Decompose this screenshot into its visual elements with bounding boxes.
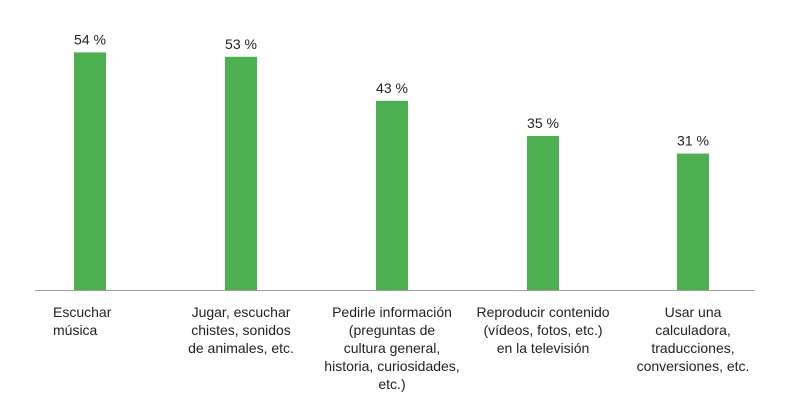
category-label-3: Pedirle información (preguntas de cultura … — [317, 303, 467, 393]
category-label-line: Jugar, escuchar — [191, 304, 291, 320]
category-label-line: Pedirle información — [332, 304, 452, 320]
bar-4 — [527, 136, 559, 290]
category-label-5: Usar una calculadora, traducciones, convers… — [618, 303, 768, 375]
value-label-2: 53 % — [225, 36, 257, 52]
category-label-line: Usar una — [664, 304, 722, 320]
category-label-line: Escuchar — [53, 304, 112, 320]
category-label-line: conversiones, etc. — [636, 358, 750, 374]
category-label-4: Reproducir contenido (vídeos, fotos, etc.… — [468, 303, 618, 357]
category-label-line: Reproducir contenido — [476, 304, 610, 320]
value-label-3: 43 % — [376, 80, 408, 96]
category-label-line: calculadora, — [655, 322, 731, 338]
category-label-line: historia, curiosidades, — [324, 358, 460, 374]
category-label-1: Escuchar música — [53, 303, 203, 339]
bar-5 — [677, 153, 709, 290]
category-label-line: en la televisión — [496, 340, 590, 356]
bar-3 — [376, 100, 408, 290]
bar-2 — [225, 56, 257, 290]
value-label-1: 54 % — [74, 31, 106, 47]
category-label-line: traducciones, — [651, 340, 735, 356]
bar-1 — [74, 52, 106, 291]
category-label-line: (preguntas de — [348, 322, 436, 338]
category-label-2: Jugar, escuchar chistes, sonidos de animal… — [166, 303, 316, 357]
category-label-line: chistes, sonidos — [191, 322, 291, 338]
value-label-4: 35 % — [527, 115, 559, 131]
category-label-line: etc.) — [378, 376, 406, 392]
category-label-line: (vídeos, fotos, etc.) — [483, 322, 603, 338]
category-label-line: de animales, etc. — [188, 340, 294, 356]
category-label-line: música — [53, 322, 98, 338]
category-label-line: cultura general, — [343, 340, 441, 356]
value-label-5: 31 % — [677, 133, 709, 149]
